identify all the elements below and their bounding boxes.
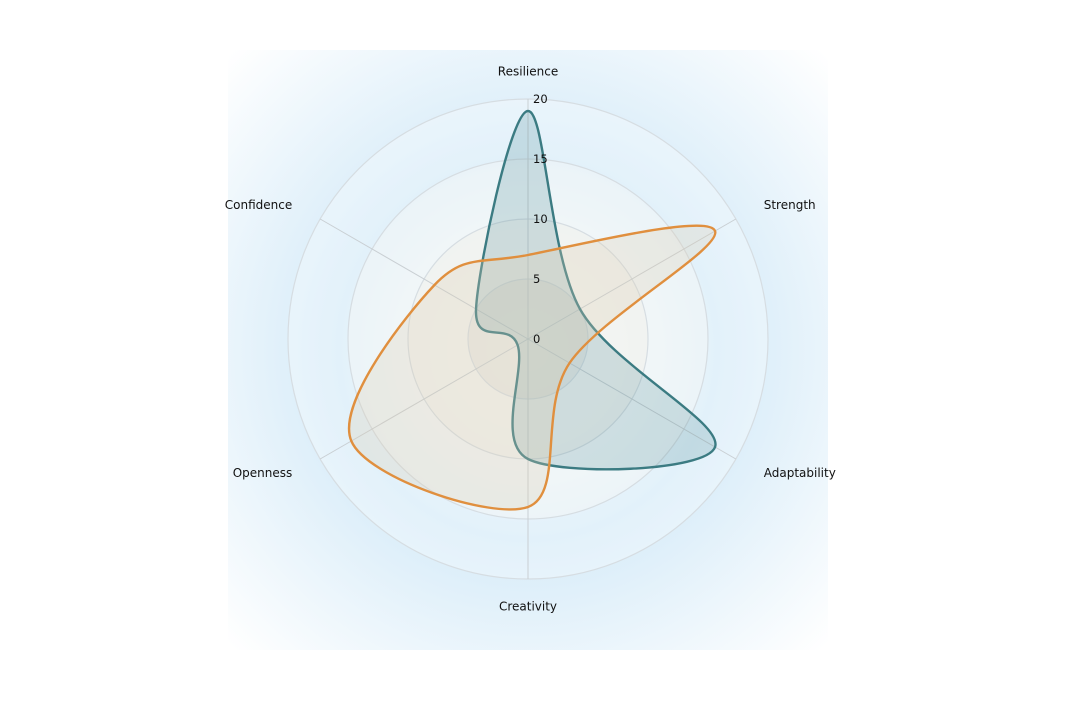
axis-spokes — [319, 99, 737, 579]
radial-tick-label-5: 5 — [533, 272, 540, 286]
axis-labels: Resilience Strength Adaptability Creativity… — [225, 64, 836, 613]
axis-label-adaptability: Adaptability — [764, 466, 836, 480]
axis-label-confidence: Confidence — [225, 198, 292, 212]
axis-label-openness: Openness — [233, 466, 293, 480]
series-1-area — [474, 109, 717, 471]
axis-label-strength: Strength — [764, 198, 816, 212]
series-2-area — [348, 224, 717, 511]
axis-label-resilience: Resilience — [498, 64, 558, 78]
radial-tick-labels: 0 5 10 15 20 — [533, 92, 548, 346]
spoke-strength — [527, 218, 737, 340]
radial-tick-label-10: 10 — [533, 212, 548, 226]
radial-tick-label-15: 15 — [533, 152, 548, 166]
spoke-openness — [319, 338, 529, 460]
series-layer — [348, 109, 717, 511]
radial-tick-label-20: 20 — [533, 92, 548, 106]
spoke-confidence — [319, 218, 529, 340]
radial-tick-label-0: 0 — [533, 332, 540, 346]
spoke-adaptability — [527, 338, 737, 460]
axis-label-creativity: Creativity — [499, 600, 557, 614]
